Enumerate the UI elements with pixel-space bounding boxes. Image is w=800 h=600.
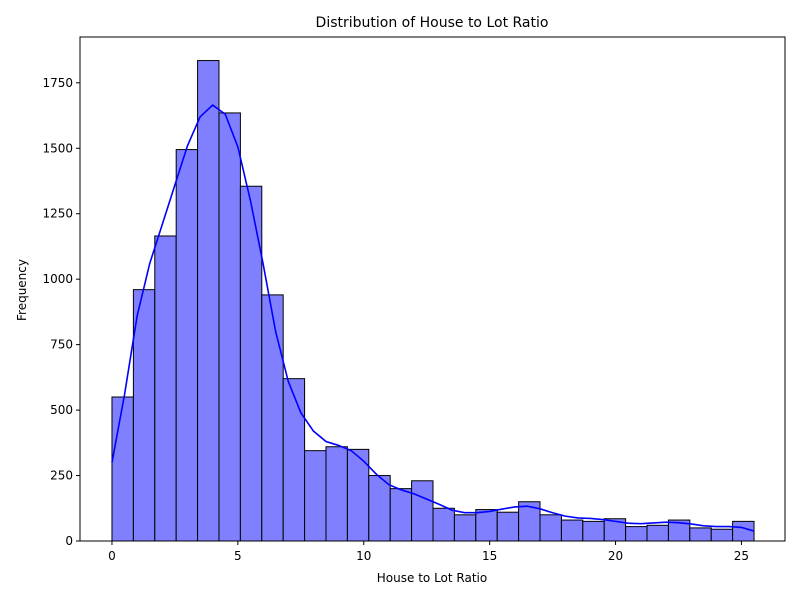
x-tick-label: 20: [608, 549, 623, 563]
histogram-bar: [689, 527, 712, 542]
histogram-bar: [475, 509, 498, 542]
x-tick-label: 25: [734, 549, 749, 563]
kde-curve: [111, 104, 755, 532]
y-tick-label: 500: [50, 403, 73, 417]
histogram-bar: [453, 514, 477, 542]
x-tick-label: 15: [482, 549, 497, 563]
y-tick-label: 1500: [42, 141, 73, 155]
plot-frame: [79, 36, 786, 542]
histogram-bar: [560, 519, 584, 542]
x-tick-label: 5: [234, 549, 242, 563]
histogram-bar: [432, 507, 455, 542]
histogram-bar: [646, 524, 669, 542]
histogram-bar: [325, 446, 348, 542]
histogram-bar: [218, 112, 241, 542]
y-tick-label: 1750: [42, 76, 73, 90]
histogram-bar: [282, 378, 306, 542]
histogram-bar: [710, 528, 734, 542]
y-tick-label: 1000: [42, 272, 73, 286]
histogram-bar: [389, 488, 413, 542]
x-tick-label: 0: [108, 549, 116, 563]
histogram-bar: [411, 480, 434, 542]
histogram-bar: [368, 475, 391, 542]
histogram-bar: [732, 520, 755, 542]
histogram-bar: [539, 514, 562, 542]
y-tick-label: 0: [65, 534, 73, 548]
histogram-bar: [261, 294, 284, 542]
x-tick-label: 10: [356, 549, 371, 563]
y-tick-label: 1250: [42, 207, 73, 221]
y-axis-ticks: 0 250 500 750 1000 1250 1500 1750: [42, 76, 80, 548]
histogram-bar: [625, 526, 648, 542]
histogram-bar: [154, 235, 177, 542]
y-axis-label: Frequency: [15, 259, 29, 321]
histogram-bar: [111, 396, 134, 542]
x-axis-ticks: 0 5 10 15 20 25: [108, 541, 749, 563]
histogram-bar: [304, 450, 327, 542]
histogram-bar: [582, 520, 605, 542]
x-axis-label: House to Lot Ratio: [377, 571, 487, 585]
histogram-bar: [175, 149, 199, 542]
histogram-bar: [496, 511, 520, 542]
histogram-bars: [111, 60, 755, 542]
histogram-bar: [132, 289, 156, 542]
y-tick-label: 250: [50, 469, 73, 483]
y-tick-label: 750: [50, 338, 73, 352]
histogram-bar: [197, 60, 220, 542]
chart-title: Distribution of House to Lot Ratio: [316, 15, 549, 31]
